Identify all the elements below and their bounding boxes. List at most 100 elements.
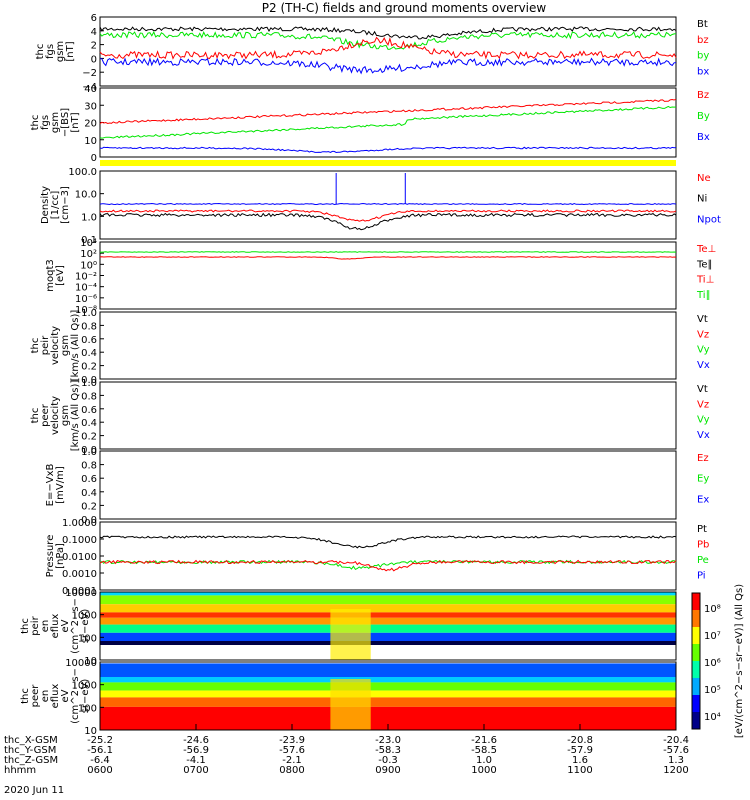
y-axis-label: Density[1/cc][cm−3]: [40, 186, 71, 224]
y-tick-label: 0.2: [81, 362, 97, 373]
y-tick-label: 10⁻⁶: [75, 294, 97, 305]
x-tick-label: -6.4: [90, 755, 110, 766]
legend-entry: Bz: [697, 90, 709, 101]
legend-entry: Ni: [697, 194, 707, 205]
y-tick-label: 1.0000: [62, 518, 97, 529]
y-tick-label: 1.0: [81, 447, 97, 458]
y-axis-label-line: [cm−3]: [60, 186, 71, 224]
y-tick-label: 4: [91, 27, 97, 38]
spectrogram-band: [100, 595, 676, 605]
legend-entry: bx: [697, 66, 709, 77]
panel-frame: [99, 381, 677, 450]
colorbar-segment: [692, 627, 700, 644]
y-axis-label-line: gsm: [60, 335, 71, 356]
panel-frame: [99, 521, 677, 591]
legend-entry: Vz: [697, 399, 709, 410]
panel-frame: [99, 450, 677, 520]
x-tick-label: -23.9: [279, 735, 305, 746]
spectrogram-band: [100, 677, 676, 683]
legend-entry: Pt: [697, 524, 707, 535]
spectrogram-band: [100, 662, 676, 664]
legend-entry: Pi: [697, 571, 706, 582]
x-row-label: hhmm: [4, 765, 36, 776]
plot-title: P2 (TH-C) fields and ground moments over…: [262, 1, 547, 15]
panel-vi: 1.00.80.60.40.20.0thcpeirvelocitygsm[km/…: [30, 308, 710, 386]
legend-entry: Pe: [697, 555, 709, 566]
y-axis-label: thcpeervelocitygsm[km/s (All Qs)]: [30, 380, 81, 452]
legend-entry: Ne: [697, 173, 711, 184]
trace-bx: [99, 56, 677, 75]
y-tick-label: 10: [84, 656, 97, 667]
panel-pressure: 1.0000 0.1000 0.0100 0.0010 0.0001 Pressure[n…: [45, 518, 709, 597]
y-axis-label: moqt3[eV]: [45, 259, 66, 292]
colorbar-segment: [692, 678, 700, 695]
x-tick-label: 1.0: [476, 755, 492, 766]
y-tick-label: 0.1: [81, 235, 97, 246]
legend-entry: Pb: [697, 540, 709, 551]
trace-Npot: [99, 202, 677, 206]
y-tick-label: −2: [82, 68, 97, 79]
y-axis-label-line: thc: [30, 408, 41, 424]
trace-Bt: [99, 26, 677, 40]
x-tick-label: -56.9: [183, 745, 209, 756]
x-tick-label: -58.5: [471, 745, 497, 756]
trace-Pt: [99, 535, 677, 549]
x-tick-label: 0900: [375, 765, 400, 776]
spectrogram-band: [100, 632, 676, 641]
y-tick-label: −4: [82, 82, 97, 93]
legend-entry: Vx: [697, 360, 710, 371]
panel-espec: 10000100010010thcpeerenefluxeV(cm^2−s−sr…: [20, 658, 677, 737]
y-tick-label: 10.0: [75, 190, 97, 201]
x-tick-label: -25.2: [87, 735, 113, 746]
y-tick-label: 1000: [72, 611, 97, 622]
y-axis-label-line: en: [40, 620, 51, 633]
colorbar-tick: 10⁷: [704, 631, 721, 642]
y-axis-label-line: eflux: [50, 614, 61, 639]
colorbar-segment: [692, 712, 700, 729]
spectrogram-band: [100, 697, 676, 707]
y-tick-label: 0.8: [81, 321, 97, 332]
y-axis-label-line: [eV]: [55, 265, 66, 286]
trace-Ne: [99, 209, 677, 222]
legend-entry: Bx: [697, 132, 710, 143]
x-tick-label: 1200: [663, 765, 688, 776]
y-axis-label-line: eflux: [50, 684, 61, 709]
legend-entry: Ex: [697, 494, 709, 505]
panel-frame: [99, 87, 677, 158]
y-axis-label-line: thc: [35, 44, 46, 60]
y-tick-label: 0.0100: [62, 552, 97, 563]
panel-fgs: 6 4 2 0 −2 −4 thcfgsgsm[nT] Bt bz by bx: [35, 13, 709, 93]
y-axis-label-line: [1/cc]: [50, 191, 61, 220]
colorbar-segment: [692, 695, 700, 712]
panel-frame: [99, 170, 677, 240]
legend-entry: bz: [697, 35, 709, 46]
legend-entry: Te∥: [696, 259, 713, 270]
y-tick-label: 0.0010: [62, 569, 97, 580]
y-tick-label: 0: [91, 54, 97, 65]
y-tick-label: 30: [84, 101, 97, 112]
y-axis-label: E=−VxB[mV/m]: [45, 464, 66, 507]
trace-bz: [99, 36, 677, 60]
legend-entry: By: [697, 111, 710, 122]
y-axis-label: thcpeirvelocitygsm[km/s (All Qs)]: [30, 310, 81, 382]
y-axis-label: thcfgsgsm−[BS][nT]: [30, 108, 81, 137]
y-tick-label: 10⁻⁴: [75, 283, 97, 294]
y-axis-label-line: fgs: [40, 115, 51, 130]
y-tick-label: 0.2: [81, 501, 97, 512]
y-axis-label: thcpeerenefluxeV(cm^2−s−sr−eV): [20, 668, 91, 724]
x-tick-label: -0.3: [378, 755, 398, 766]
y-tick-label: 0: [91, 153, 97, 164]
panel-exb: 1.0 0.8 0.6 0.4 0.2 0.0 E=−VxB[mV/m] Ez Ey Ex: [45, 447, 709, 526]
x-tick-label: 1000: [471, 765, 496, 776]
y-tick-label: 1000: [72, 681, 97, 692]
y-axis-label: thcfgsgsm[nT]: [35, 41, 76, 62]
y-tick-label: 0.1000: [62, 535, 97, 546]
spectrogram-event: [330, 609, 371, 660]
colorbar-segment: [692, 610, 700, 627]
y-tick-label: 10000: [65, 658, 97, 669]
legend-entry: Ez: [697, 453, 709, 464]
y-tick-label: 2: [91, 41, 97, 52]
x-tick-label: -21.6: [471, 735, 497, 746]
